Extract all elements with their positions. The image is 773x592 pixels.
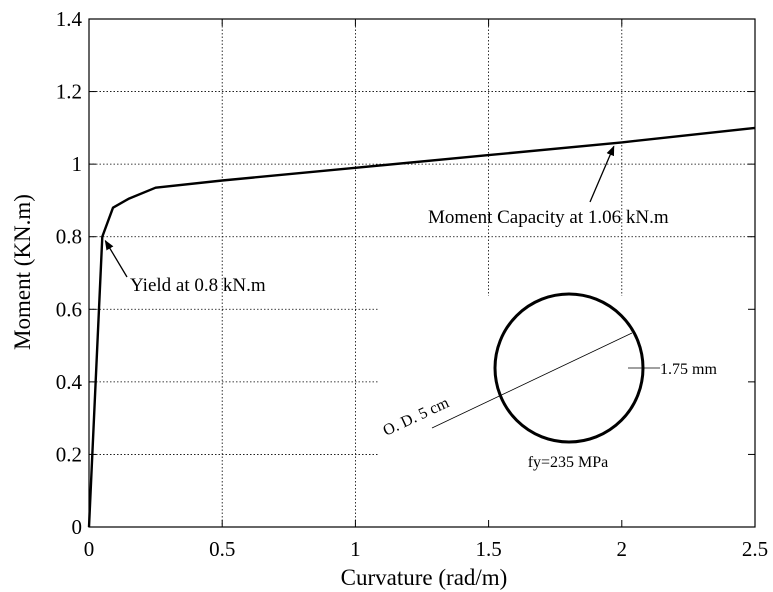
capacity-annotation: Moment Capacity at 1.06 kN.m bbox=[428, 207, 669, 228]
x-tick-label: 1 bbox=[350, 537, 361, 561]
inset-panel bbox=[378, 296, 754, 526]
y-tick-label: 1.2 bbox=[56, 80, 82, 104]
x-tick-label: 0.5 bbox=[209, 537, 235, 561]
tick-labels: 0 0.5 1 1.5 2 2.5 0 0.2 0.4 0.6 0.8 1 1.2 1.4 bbox=[56, 7, 768, 561]
thickness-label: 1.75 mm bbox=[660, 361, 717, 378]
fy-label: fy=235 MPa bbox=[528, 454, 609, 471]
x-tick-label: 2.5 bbox=[742, 537, 768, 561]
x-tick-label: 0 bbox=[84, 537, 95, 561]
inset-background bbox=[378, 296, 754, 526]
y-tick-label: 0.4 bbox=[56, 370, 83, 394]
x-tick-label: 1.5 bbox=[475, 537, 501, 561]
y-tick-label: 0.2 bbox=[56, 442, 82, 466]
plot-area-frame bbox=[88, 18, 756, 528]
annotations: Yield at 0.8 kN.m Moment Capacity at 1.06… bbox=[104, 145, 669, 296]
y-tick-label: 1.4 bbox=[56, 7, 83, 31]
y-tick-label: 0.8 bbox=[56, 225, 82, 249]
y-tick-label: 0.6 bbox=[56, 297, 82, 321]
y-tick-label: 0 bbox=[72, 515, 83, 539]
x-axis-label: Curvature (rad/m) bbox=[341, 565, 508, 590]
y-axis-label: Moment (KN.m) bbox=[10, 194, 35, 350]
yield-annotation: Yield at 0.8 kN.m bbox=[130, 275, 266, 296]
axes-frame bbox=[88, 18, 756, 528]
yield-arrow bbox=[104, 239, 128, 278]
y-tick-label: 1 bbox=[72, 152, 83, 176]
series-line-0 bbox=[87, 126, 756, 528]
x-tick-label: 2 bbox=[617, 537, 628, 561]
od-dimension-line bbox=[431, 332, 633, 429]
series-layer bbox=[87, 126, 756, 528]
capacity-arrow bbox=[589, 145, 615, 203]
